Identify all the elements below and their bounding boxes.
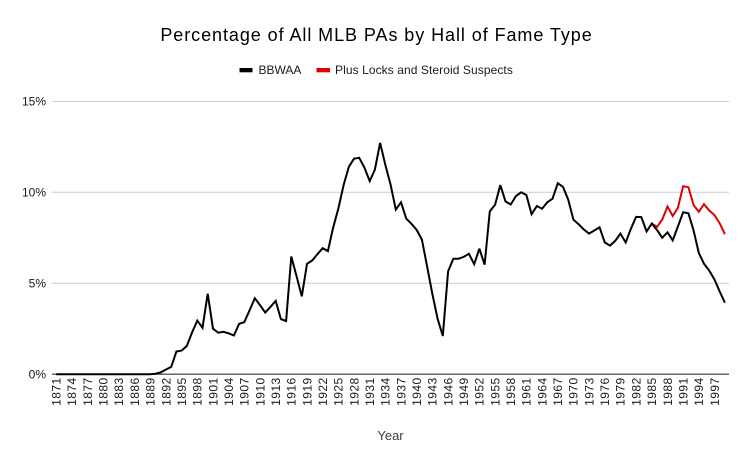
svg-text:1985: 1985 (645, 377, 659, 406)
svg-text:1976: 1976 (598, 377, 612, 406)
svg-text:1946: 1946 (441, 377, 455, 406)
svg-text:0%: 0% (29, 367, 47, 381)
svg-text:1910: 1910 (253, 377, 267, 406)
svg-text:1901: 1901 (206, 377, 220, 406)
svg-text:1988: 1988 (661, 377, 675, 406)
svg-text:1991: 1991 (676, 377, 690, 406)
svg-text:1898: 1898 (191, 377, 205, 406)
svg-text:1928: 1928 (347, 377, 361, 406)
svg-text:1949: 1949 (457, 377, 471, 406)
svg-text:1907: 1907 (238, 377, 252, 406)
svg-text:1913: 1913 (269, 377, 283, 406)
svg-text:1871: 1871 (50, 377, 64, 406)
svg-text:Year: Year (377, 428, 404, 443)
svg-text:5%: 5% (29, 276, 47, 290)
svg-text:BBWAA: BBWAA (259, 63, 302, 77)
svg-text:1934: 1934 (379, 377, 393, 406)
svg-text:1880: 1880 (97, 377, 111, 406)
svg-text:1994: 1994 (692, 377, 706, 406)
svg-text:1952: 1952 (473, 377, 487, 406)
svg-text:1886: 1886 (128, 377, 142, 406)
svg-text:10%: 10% (22, 185, 46, 199)
svg-text:1919: 1919 (300, 377, 314, 406)
svg-text:1937: 1937 (394, 377, 408, 406)
svg-text:1904: 1904 (222, 377, 236, 406)
svg-text:1967: 1967 (551, 377, 565, 406)
svg-text:1997: 1997 (708, 377, 722, 406)
svg-text:15%: 15% (22, 95, 46, 109)
svg-text:1970: 1970 (567, 377, 581, 406)
svg-text:1940: 1940 (410, 377, 424, 406)
svg-text:1883: 1883 (112, 377, 126, 406)
svg-text:1961: 1961 (520, 377, 534, 406)
svg-text:1979: 1979 (614, 377, 628, 406)
svg-text:1922: 1922 (316, 377, 330, 406)
svg-text:1955: 1955 (488, 377, 502, 406)
svg-text:1973: 1973 (582, 377, 596, 406)
svg-text:1892: 1892 (159, 377, 173, 406)
svg-text:1958: 1958 (504, 377, 518, 406)
svg-text:1895: 1895 (175, 377, 189, 406)
svg-text:1982: 1982 (629, 377, 643, 406)
svg-text:Percentage of All MLB PAs by H: Percentage of All MLB PAs by Hall of Fam… (160, 25, 592, 45)
svg-text:Plus Locks and Steroid Suspect: Plus Locks and Steroid Suspects (335, 63, 513, 77)
svg-text:1916: 1916 (285, 377, 299, 406)
svg-text:1925: 1925 (332, 377, 346, 406)
svg-text:1964: 1964 (535, 377, 549, 406)
svg-text:1889: 1889 (144, 377, 158, 406)
svg-text:1874: 1874 (65, 377, 79, 406)
svg-text:1943: 1943 (426, 377, 440, 406)
svg-text:1877: 1877 (81, 377, 95, 406)
svg-text:1931: 1931 (363, 377, 377, 406)
